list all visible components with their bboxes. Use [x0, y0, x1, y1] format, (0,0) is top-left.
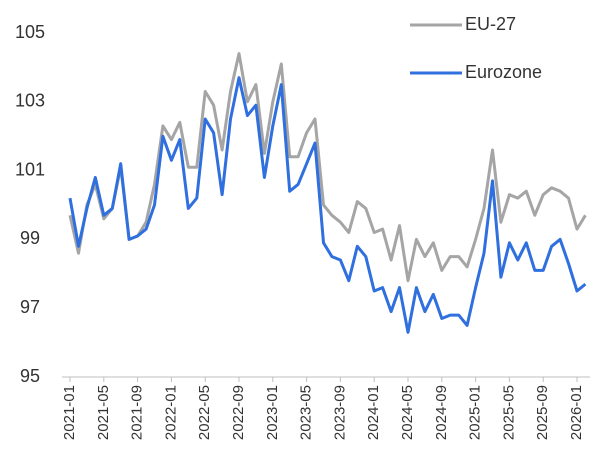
- y-tick-label: 105: [15, 22, 45, 42]
- x-tick-label: 2024-09: [433, 385, 450, 440]
- y-tick-label: 95: [20, 366, 40, 386]
- x-tick-label: 2023-01: [264, 385, 281, 440]
- series-line: [68, 52, 587, 283]
- x-tick-label: 2021-09: [129, 385, 146, 440]
- x-tick-label: 2023-09: [331, 385, 348, 440]
- x-tick-label: 2025-09: [534, 385, 551, 440]
- y-tick-label: 101: [15, 159, 45, 179]
- legend-label: EU-27: [465, 14, 516, 34]
- legend-label: Eurozone: [465, 62, 542, 82]
- series-line: [68, 76, 587, 334]
- x-tick-label: 2021-05: [95, 385, 112, 440]
- y-tick-label: 97: [20, 297, 40, 317]
- x-tick-label: 2024-05: [399, 385, 416, 440]
- x-tick-label: 2025-01: [467, 385, 484, 440]
- x-tick-label: 2026-01: [568, 385, 585, 440]
- x-tick-label: 2023-05: [298, 385, 315, 440]
- y-tick-label: 103: [15, 91, 45, 111]
- x-tick-label: 2024-01: [365, 385, 382, 440]
- y-tick-label: 99: [20, 228, 40, 248]
- x-tick-label: 2025-05: [500, 385, 517, 440]
- x-tick-label: 2022-09: [230, 385, 247, 440]
- x-tick-label: 2022-01: [162, 385, 179, 440]
- x-tick-label: 2021-01: [61, 385, 78, 440]
- x-tick-label: 2022-05: [196, 385, 213, 440]
